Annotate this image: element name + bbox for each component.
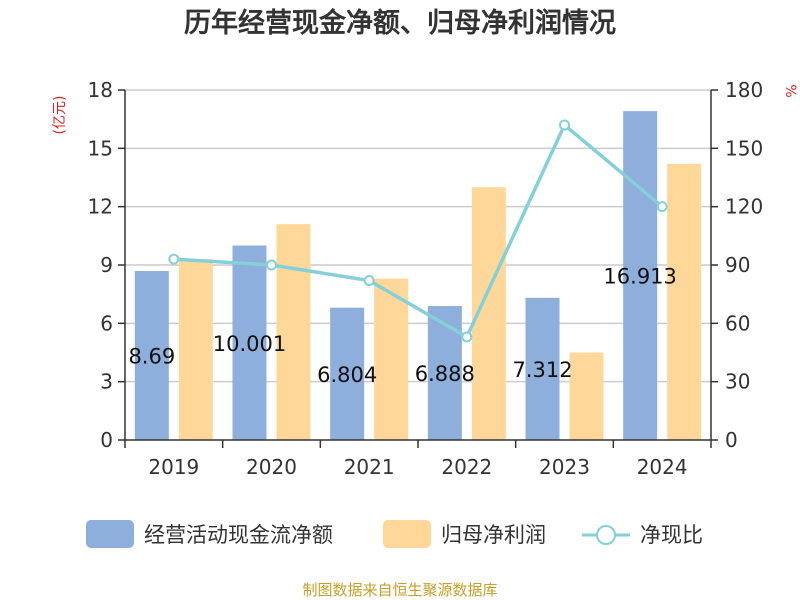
right-axis-tick-label: 0 xyxy=(725,428,738,452)
bar-cashflow[interactable] xyxy=(525,297,560,440)
left-axis-tick-label: 18 xyxy=(88,78,113,102)
legend-swatch-ratio-marker[interactable] xyxy=(596,525,616,545)
bar-data-label: 10.001 xyxy=(213,332,286,356)
right-axis-tick-label: 120 xyxy=(725,195,763,219)
bar-profit[interactable] xyxy=(276,224,311,440)
x-axis-tick-label: 2022 xyxy=(441,455,492,479)
right-axis-tick-label: 60 xyxy=(725,311,750,335)
chart-title: 历年经营现金净额、归母净利润情况 xyxy=(184,7,616,39)
data-source-note: 制图数据来自恒生聚源数据库 xyxy=(302,581,497,599)
bar-cashflow[interactable] xyxy=(330,307,365,440)
x-axis-tick-label: 2021 xyxy=(344,455,395,479)
ratio-point[interactable] xyxy=(461,331,473,343)
ratio-point[interactable] xyxy=(266,259,277,271)
left-axis-unit: (亿元) xyxy=(52,96,68,135)
bar-profit[interactable] xyxy=(178,259,213,440)
left-axis-tick-label: 6 xyxy=(100,311,113,335)
ratio-point[interactable] xyxy=(559,119,570,131)
left-axis-tick-label: 3 xyxy=(100,370,113,394)
ratio-point[interactable] xyxy=(363,275,375,287)
bar-data-label: 8.69 xyxy=(128,345,175,369)
legend-label-ratio[interactable]: 净现比 xyxy=(640,523,703,547)
x-axis-tick-label: 2024 xyxy=(637,455,688,479)
bar-cashflow[interactable] xyxy=(623,111,658,440)
x-axis-tick-label: 2019 xyxy=(148,455,199,479)
bar-data-label: 16.913 xyxy=(603,265,676,289)
bar-data-label: 7.312 xyxy=(512,358,572,382)
bar-profit[interactable] xyxy=(374,278,409,440)
right-axis-tick-label: 180 xyxy=(725,78,763,102)
x-axis-tick-label: 2020 xyxy=(246,455,297,479)
legend-label-profit[interactable]: 归母净利润 xyxy=(441,523,546,547)
left-axis-tick-label: 9 xyxy=(100,253,113,277)
bar-profit[interactable] xyxy=(667,163,702,440)
data-labels: 8.69 10.001 6.804 6.888 7.312 16.913 xyxy=(128,265,676,387)
ratio-line xyxy=(168,119,668,343)
bars xyxy=(134,111,702,441)
ratio-point[interactable] xyxy=(168,253,180,265)
legend-swatch-cashflow[interactable] xyxy=(86,520,134,548)
ratio-point[interactable] xyxy=(656,201,668,213)
ratio-line-path xyxy=(173,123,664,339)
x-axis-tick-label: 2023 xyxy=(539,455,590,479)
bar-cashflow[interactable] xyxy=(134,271,169,440)
right-axis-tick-label: 150 xyxy=(725,136,763,160)
legend-swatch-profit[interactable] xyxy=(383,520,431,548)
bar-cashflow[interactable] xyxy=(232,245,267,440)
right-axis-unit: % xyxy=(782,84,798,97)
bar-data-label: 6.804 xyxy=(317,363,377,387)
right-axis-tick-label: 90 xyxy=(725,253,750,277)
legend-label-cashflow[interactable]: 经营活动现金流净额 xyxy=(144,523,333,547)
right-axis-tick-label: 30 xyxy=(725,370,750,394)
legend[interactable]: 经营活动现金流净额 归母净利润 净现比 xyxy=(86,520,703,548)
left-axis-tick-label: 15 xyxy=(88,136,113,160)
bar-profit[interactable] xyxy=(569,352,604,441)
grid-lines xyxy=(125,89,711,383)
bar-data-label: 6.888 xyxy=(415,362,475,386)
bar-cashflow[interactable] xyxy=(427,306,462,440)
left-axis-tick-label: 0 xyxy=(100,428,113,452)
left-axis-tick-label: 12 xyxy=(88,195,113,219)
